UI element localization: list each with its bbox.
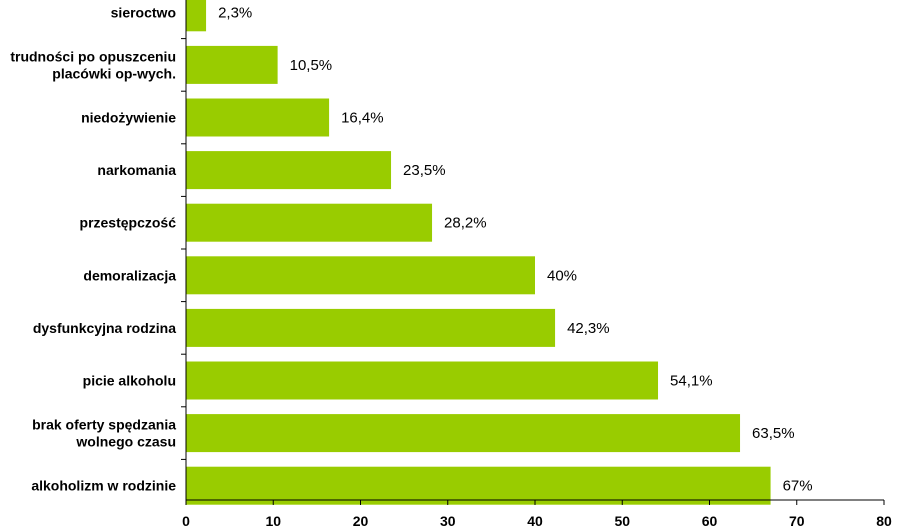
category-label-7: picie alkoholu — [83, 373, 176, 389]
value-label-4: 28,2% — [444, 215, 487, 232]
category-label-line: alkoholizm w rodzinie — [31, 478, 176, 494]
bars-layer — [186, 0, 771, 505]
value-label-2: 16,4% — [341, 110, 384, 127]
category-label-1: trudności po opuszceniu placówki op-wych. — [10, 48, 176, 81]
category-label-line: placówki op-wych. — [52, 65, 176, 81]
category-label-0: sieroctwo — [111, 4, 176, 20]
category-label-9: alkoholizm w rodzinie — [31, 478, 176, 494]
x-tick-label-3: 30 — [440, 513, 456, 529]
bar-1 — [186, 45, 278, 84]
x-tick-label-6: 60 — [702, 513, 718, 529]
x-tick-label-5: 50 — [614, 513, 630, 529]
x-tick-label-0: 0 — [182, 513, 190, 529]
value-label-1: 10,5% — [290, 57, 333, 74]
value-label-8: 63,5% — [752, 425, 795, 442]
value-label-7: 54,1% — [670, 373, 713, 390]
category-label-line: narkomania — [97, 162, 176, 178]
category-label-line: wolnego czasu — [75, 434, 176, 450]
bar-6 — [186, 308, 556, 347]
category-label-line: brak oferty spędzania — [32, 417, 176, 433]
x-tick-label-8: 80 — [876, 513, 892, 529]
labels-layer: 2,3% sieroctwo 10,5% trudności po opuszceni… — [10, 4, 892, 529]
bar-0 — [186, 0, 207, 32]
bar-4 — [186, 203, 433, 242]
category-label-6: dysfunkcyjna rodzina — [33, 320, 176, 336]
category-label-line: niedożywienie — [81, 110, 176, 126]
category-label-line: demoralizacja — [83, 267, 176, 283]
category-label-line: dysfunkcyjna rodzina — [33, 320, 176, 336]
bar-7 — [186, 361, 659, 400]
category-label-line: trudności po opuszceniu — [10, 48, 176, 64]
category-label-2: niedożywienie — [81, 110, 176, 126]
x-tick-label-1: 10 — [265, 513, 281, 529]
category-label-4: przestępczość — [80, 215, 177, 231]
bar-3 — [186, 151, 392, 190]
x-tick-label-7: 70 — [789, 513, 805, 529]
value-label-0: 2,3% — [218, 4, 252, 21]
x-tick-label-2: 20 — [353, 513, 369, 529]
value-label-6: 42,3% — [567, 320, 610, 337]
category-label-line: sieroctwo — [111, 4, 176, 20]
category-label-line: przestępczość — [80, 215, 177, 231]
bar-8 — [186, 414, 741, 453]
axes-layer — [181, 0, 885, 505]
bar-2 — [186, 98, 330, 137]
bar-5 — [186, 256, 535, 295]
bar-9 — [186, 466, 771, 505]
value-label-9: 67% — [783, 478, 813, 495]
category-label-3: narkomania — [97, 162, 176, 178]
category-label-8: brak oferty spędzania wolnego czasu — [32, 417, 176, 450]
value-label-3: 23,5% — [403, 162, 446, 179]
category-label-line: picie alkoholu — [83, 373, 176, 389]
value-label-5: 40% — [547, 267, 577, 284]
x-tick-label-4: 40 — [527, 513, 543, 529]
category-label-5: demoralizacja — [83, 267, 176, 283]
